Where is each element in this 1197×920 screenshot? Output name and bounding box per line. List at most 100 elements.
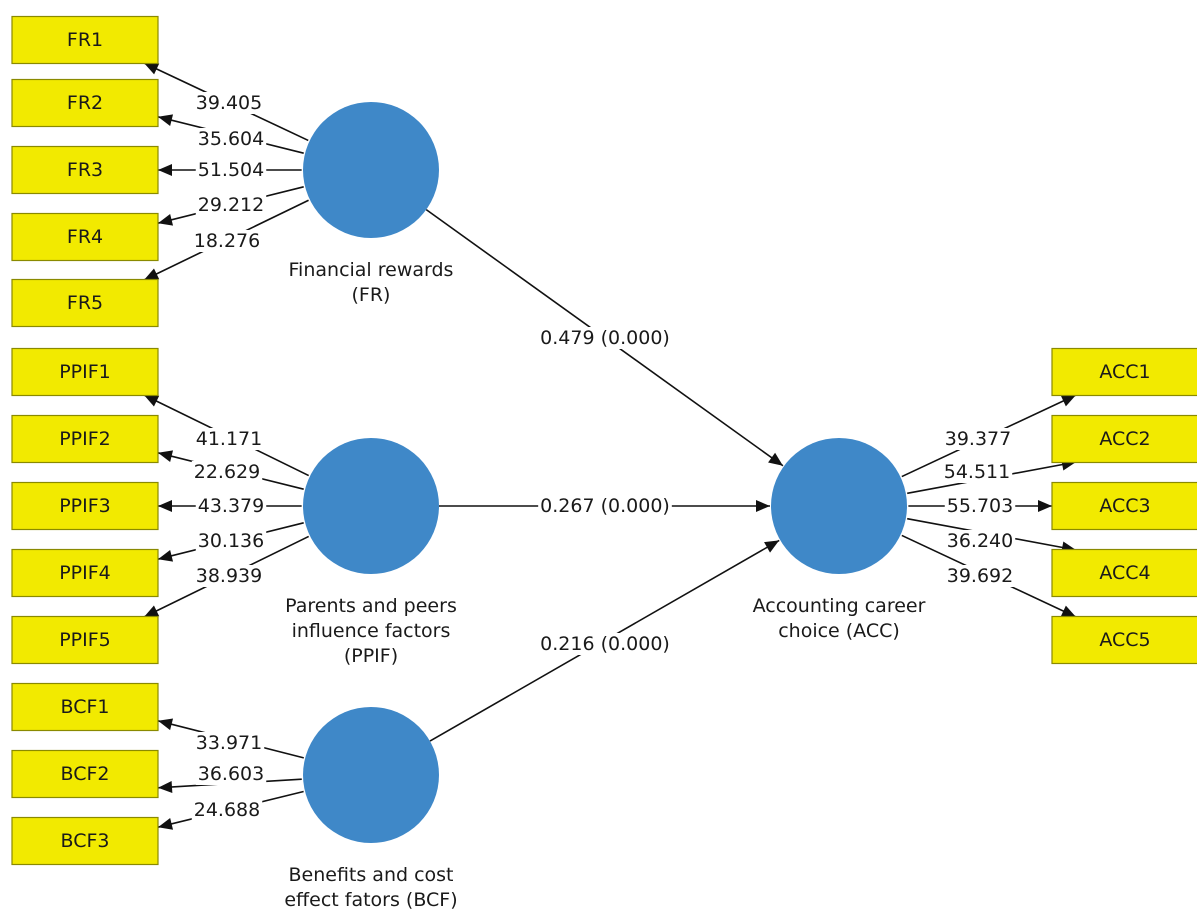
indicator-bcf3-label: BCF3: [61, 830, 110, 852]
ppif5-arrowhead: [144, 605, 160, 617]
indicator-ppif5: [11, 615, 159, 665]
indicator-fr3: [11, 145, 159, 195]
acc1-loading-value-group: 39.377: [942, 428, 1014, 450]
acc1-loading-value: 39.377: [945, 428, 1011, 450]
fr2-loading-value-group: 35.604: [195, 128, 267, 150]
ppif3-loading-value-bg: [195, 495, 267, 517]
indicator-fr3-label: FR3: [67, 159, 103, 181]
ppif4-loading-value: 30.136: [198, 530, 264, 552]
bcf1-loading-value-bg: [193, 732, 265, 754]
fr5-loading-value-group: 18.276: [191, 230, 263, 252]
fr3-loading-value: 51.504: [198, 159, 264, 181]
fr1-loading-value: 39.405: [196, 92, 262, 114]
acc3-loading-value-group: 55.703: [944, 495, 1016, 517]
indicator-acc3: [1051, 481, 1197, 531]
ppif3-loading-value-group: 43.379: [195, 495, 267, 517]
fr4-loading-value-group: 29.212: [195, 194, 267, 216]
fr2-arrowhead: [158, 114, 174, 127]
latent-bcf-label-line: effect fators (BCF): [284, 889, 457, 911]
indicator-ppif3-label: PPIF3: [59, 495, 111, 517]
latent-fr-circle: [303, 102, 439, 238]
acc2-loading-value-bg: [941, 461, 1013, 483]
fr2-loading-value: 35.604: [198, 128, 264, 150]
latent-ppif-circle: [303, 438, 439, 574]
path-bcf-to-acc-coefficient-bg: [538, 633, 672, 655]
ppif1-loading-value: 41.171: [196, 428, 262, 450]
acc1-arrowhead: [1060, 395, 1076, 407]
indicator-ppif5-label: PPIF5: [59, 629, 111, 651]
indicator-fr1: [11, 15, 159, 65]
fr3-loading-value-bg: [195, 159, 267, 181]
indicator-acc1: [1051, 347, 1197, 397]
indicator-fr4: [11, 212, 159, 262]
indicator-bcf1: [11, 682, 159, 732]
fr3-loading-value-group: 51.504: [195, 159, 267, 181]
ppif2-arrowhead: [158, 450, 174, 463]
latent-bcf-circle: [303, 707, 439, 843]
indicator-ppif3: [11, 481, 159, 531]
latent-ppif-label-line: (PPIF): [344, 645, 398, 667]
indicator-fr4-label: FR4: [67, 226, 103, 248]
path-ppif-to-acc-arrowhead: [756, 500, 770, 512]
latent-fr-label-line: Financial rewards: [289, 259, 454, 281]
indicator-ppif4: [11, 548, 159, 598]
indicator-bcf3: [11, 816, 159, 866]
ppif4-arrowhead: [158, 549, 174, 562]
indicator-acc2: [1051, 414, 1197, 464]
bcf1-loading-value-group: 33.971: [193, 732, 265, 754]
indicator-acc4-label: ACC4: [1099, 562, 1150, 584]
indicator-bcf2-label: BCF2: [61, 763, 110, 785]
acc4-loading-value-group: 36.240: [944, 530, 1016, 552]
bcf3-loading-value-bg: [191, 799, 263, 821]
indicator-acc5-label: ACC5: [1099, 629, 1150, 651]
acc3-loading-value: 55.703: [947, 495, 1013, 517]
acc4-loading-value-bg: [944, 530, 1016, 552]
ppif1-loading-value-group: 41.171: [193, 428, 265, 450]
ppif2-loading-value: 22.629: [194, 461, 260, 483]
indicator-bcf2: [11, 749, 159, 799]
acc5-loading-value-group: 39.692: [944, 565, 1016, 587]
latent-acc-label-line: Accounting career: [753, 595, 926, 617]
indicator-ppif1-label: PPIF1: [59, 361, 111, 383]
indicator-ppif2-label: PPIF2: [59, 428, 111, 450]
indicator-fr2-label: FR2: [67, 92, 103, 114]
path-bcf-to-acc-arrowhead: [764, 540, 780, 553]
latent-ppif-label-line: influence factors: [292, 620, 451, 642]
bcf1-loading-value: 33.971: [196, 732, 262, 754]
ppif1-arrowhead: [144, 395, 160, 407]
fr5-loading-value-bg: [191, 230, 263, 252]
bcf1-arrowhead: [158, 718, 174, 731]
latent-ppif-label: Parents and peers influence factors (PPIF): [285, 595, 457, 667]
indicator-fr5: [11, 278, 159, 328]
indicator-fr2: [11, 78, 159, 128]
fr1-arrowhead: [144, 63, 160, 75]
path-ppif-to-acc-coefficient-group: 0.267 (0.000): [538, 495, 672, 517]
acc1-loading-value-bg: [942, 428, 1014, 450]
path-ppif-to-acc-coefficient: 0.267 (0.000): [540, 495, 670, 517]
indicator-ppif1: [11, 347, 159, 397]
path-bcf-to-acc-coefficient: 0.216 (0.000): [540, 633, 670, 655]
fr1-loading-value-group: 39.405: [193, 92, 265, 114]
bcf2-loading-value: 36.603: [198, 763, 264, 785]
acc5-loading-value: 39.692: [947, 565, 1013, 587]
fr3-arrowhead: [158, 164, 172, 176]
acc3-arrowhead: [1038, 500, 1052, 512]
fr4-loading-value-bg: [195, 194, 267, 216]
indicator-acc4: [1051, 548, 1197, 598]
latent-acc-label: Accounting career choice (ACC): [753, 595, 926, 642]
path-ppif-to-acc-coefficient-bg: [538, 495, 672, 517]
fr4-arrowhead: [158, 213, 174, 226]
indicator-ppif4-label: PPIF4: [59, 562, 111, 584]
ppif5-loading-value: 38.939: [196, 565, 262, 587]
latent-fr-label: Financial rewards (FR): [289, 259, 454, 306]
latent-acc-label-line: choice (ACC): [778, 620, 900, 642]
acc2-loading-value-group: 54.511: [941, 461, 1013, 483]
path-bcf-to-acc-coefficient-group: 0.216 (0.000): [538, 633, 672, 655]
path-fr-to-acc-coefficient: 0.479 (0.000): [540, 327, 670, 349]
fr2-loading-value-bg: [195, 128, 267, 150]
acc4-loading-value: 36.240: [947, 530, 1013, 552]
latent-fr-label-line: (FR): [352, 284, 391, 306]
ppif4-loading-value-group: 30.136: [195, 530, 267, 552]
indicator-acc3-label: ACC3: [1099, 495, 1150, 517]
